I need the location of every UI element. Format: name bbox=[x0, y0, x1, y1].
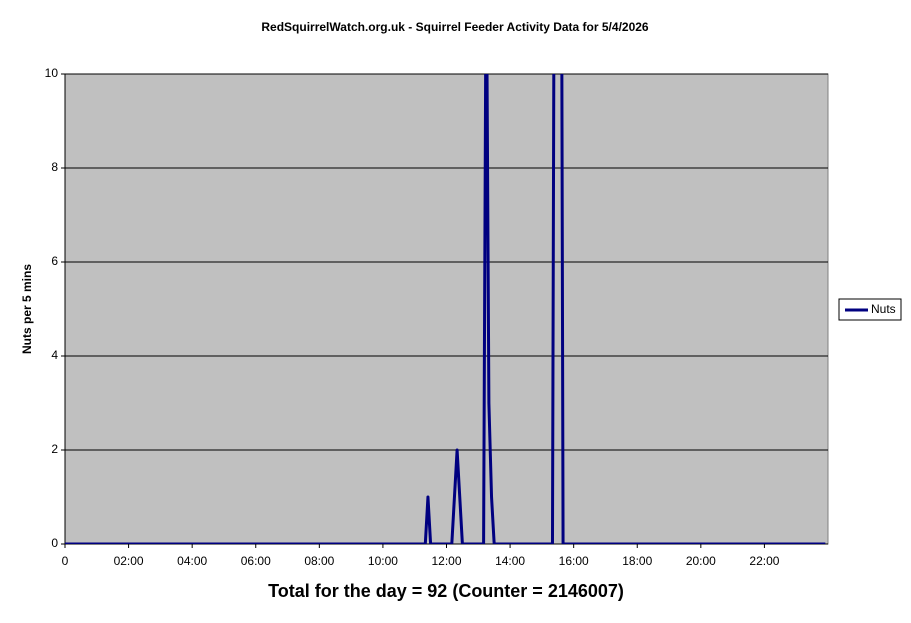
y-axis-label: Nuts per 5 mins bbox=[20, 264, 34, 354]
y-tick-label: 8 bbox=[51, 160, 58, 174]
x-tick-label: 06:00 bbox=[241, 554, 271, 568]
legend-label: Nuts bbox=[871, 302, 896, 316]
y-tick-label: 10 bbox=[45, 66, 59, 80]
legend bbox=[838, 298, 902, 321]
y-tick-label: 4 bbox=[51, 348, 58, 362]
x-tick-label: 20:00 bbox=[686, 554, 716, 568]
x-tick-label: 16:00 bbox=[559, 554, 589, 568]
data-line bbox=[65, 74, 826, 544]
x-tick-label: 10:00 bbox=[368, 554, 398, 568]
chart-title: RedSquirrelWatch.org.uk - Squirrel Feede… bbox=[261, 20, 649, 34]
x-tick-label: 18:00 bbox=[622, 554, 652, 568]
plot-area bbox=[64, 73, 829, 545]
x-axis-label: Total for the day = 92 (Counter = 214600… bbox=[268, 581, 624, 601]
x-tick-label: 04:00 bbox=[177, 554, 207, 568]
x-tick-label: 0 bbox=[62, 554, 69, 568]
x-tick-label: 08:00 bbox=[304, 554, 334, 568]
y-tick-label: 0 bbox=[51, 536, 58, 550]
x-tick-label: 02:00 bbox=[114, 554, 144, 568]
x-tick-label: 12:00 bbox=[431, 554, 461, 568]
x-tick-label: 22:00 bbox=[749, 554, 779, 568]
y-tick-label: 2 bbox=[51, 442, 58, 456]
y-tick-label: 6 bbox=[51, 254, 58, 268]
x-tick-label: 14:00 bbox=[495, 554, 525, 568]
legend-box bbox=[838, 298, 902, 321]
